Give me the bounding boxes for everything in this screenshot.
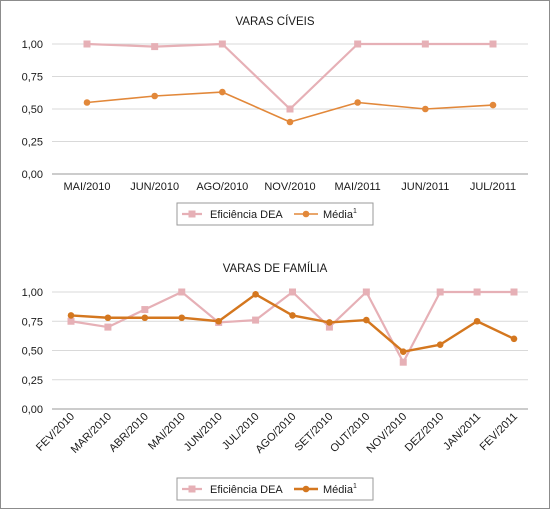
legend-marker-circle bbox=[302, 485, 310, 493]
data-point-media bbox=[215, 317, 222, 325]
y-tick-label: 0,75 bbox=[22, 316, 43, 328]
data-point-media bbox=[67, 312, 75, 319]
x-tick-label: JUN/2010 bbox=[130, 181, 179, 193]
x-tick-label: JUN/2011 bbox=[401, 181, 449, 193]
chart-2: VARAS DE FAMÍLIA 0,00 0,25 0,50 0,75 1,00 FEV/… bbox=[22, 262, 528, 501]
data-point-media bbox=[141, 314, 149, 322]
x-tick-label: AGO/2010 bbox=[253, 411, 298, 456]
data-point-eficiencia bbox=[104, 323, 112, 331]
y-tick-label: 0,25 bbox=[22, 137, 43, 149]
data-point-eficiencia bbox=[436, 288, 444, 296]
data-point-eficiencia bbox=[141, 306, 149, 314]
legend-superscript: 1 bbox=[353, 208, 357, 215]
legend-superscript: 1 bbox=[353, 483, 357, 490]
series-line-eficiencia-dea bbox=[70, 290, 514, 364]
x-tick-label: JUL/2011 bbox=[470, 181, 516, 193]
data-point-media bbox=[104, 314, 112, 322]
data-point-media bbox=[422, 105, 429, 113]
legend: Eficiência DEA Média1 bbox=[176, 202, 374, 226]
legend-label-media: Média1 bbox=[323, 483, 357, 496]
data-point-media bbox=[354, 99, 361, 106]
data-point-eficiencia bbox=[178, 288, 186, 296]
x-tick-label: NOV/2010 bbox=[264, 181, 315, 193]
data-point-media bbox=[151, 92, 158, 100]
data-point-media bbox=[219, 88, 226, 96]
x-tick-label: FEV/2011 bbox=[478, 411, 521, 454]
data-point-eficiencia bbox=[67, 317, 75, 325]
data-point-media bbox=[510, 335, 518, 343]
x-tick-label: MAR/2010 bbox=[69, 411, 114, 456]
data-point-eficiencia bbox=[325, 323, 333, 331]
data-point-eficiencia bbox=[489, 40, 497, 48]
data-point-media bbox=[289, 312, 296, 319]
data-point-media bbox=[399, 348, 407, 355]
data-point-eficiencia bbox=[399, 358, 407, 366]
y-tick-label: 0,00 bbox=[22, 169, 43, 181]
y-tick-label: 1,00 bbox=[22, 39, 43, 51]
data-point-media bbox=[286, 118, 294, 126]
x-tick-label: MAI/2010 bbox=[63, 181, 110, 193]
y-tick-label: 0,25 bbox=[22, 375, 43, 387]
legend: Eficiência DEA Média1 bbox=[176, 477, 374, 501]
x-tick-label: MAI/2011 bbox=[335, 181, 381, 193]
y-tick-label: 1,00 bbox=[22, 287, 43, 299]
legend-marker-circle bbox=[302, 210, 310, 218]
y-tick-label: 0,50 bbox=[22, 104, 43, 116]
y-tick-label: 0,75 bbox=[22, 72, 43, 84]
data-point-media bbox=[326, 319, 333, 326]
legend-box bbox=[176, 477, 374, 501]
data-point-media bbox=[83, 99, 91, 106]
x-tick-label: ABR/2010 bbox=[107, 411, 151, 455]
y-tick-label: 0,50 bbox=[22, 346, 43, 358]
y-tick-label: 0,00 bbox=[22, 404, 43, 416]
x-tick-label: AGO/2010 bbox=[196, 181, 248, 193]
data-point-media bbox=[436, 341, 444, 348]
legend-label-eficiencia: Eficiência DEA bbox=[210, 484, 283, 496]
chart-1: VARAS CÍVEIS 0,00 0,25 0,50 0,75 1,00 MAI/2010… bbox=[22, 15, 528, 226]
legend-box bbox=[176, 202, 374, 226]
legend-label-eficiencia: Eficiência DEA bbox=[210, 209, 283, 221]
data-point-media bbox=[489, 101, 497, 109]
data-point-eficiencia bbox=[473, 288, 481, 296]
data-point-eficiencia bbox=[252, 316, 260, 324]
data-point-media bbox=[252, 291, 259, 298]
data-point-eficiencia bbox=[362, 288, 370, 296]
x-tick-label: JUN/2010 bbox=[182, 411, 225, 454]
data-point-eficiencia bbox=[151, 43, 159, 51]
legend-marker-square bbox=[188, 485, 196, 493]
data-point-eficiencia bbox=[286, 105, 294, 113]
x-tick-label: NOV/2010 bbox=[365, 411, 410, 456]
data-point-media bbox=[178, 314, 186, 322]
legend-label-media: Média1 bbox=[323, 208, 357, 221]
chart-title: VARAS DE FAMÍLIA bbox=[223, 262, 328, 275]
x-tick-label: DEZ/2010 bbox=[403, 411, 447, 455]
chart-title: VARAS CÍVEIS bbox=[235, 15, 314, 28]
data-point-eficiencia bbox=[510, 288, 518, 296]
data-point-eficiencia bbox=[83, 40, 91, 48]
data-point-eficiencia bbox=[354, 40, 362, 48]
legend-marker-square bbox=[188, 210, 196, 218]
series-line-media bbox=[70, 293, 515, 353]
data-point-eficiencia bbox=[289, 288, 296, 296]
x-tick-label: JAN/2011 bbox=[441, 411, 483, 453]
data-point-eficiencia bbox=[218, 40, 226, 48]
data-point-media bbox=[473, 317, 481, 325]
data-point-eficiencia bbox=[421, 40, 429, 48]
data-point-media bbox=[363, 316, 370, 324]
